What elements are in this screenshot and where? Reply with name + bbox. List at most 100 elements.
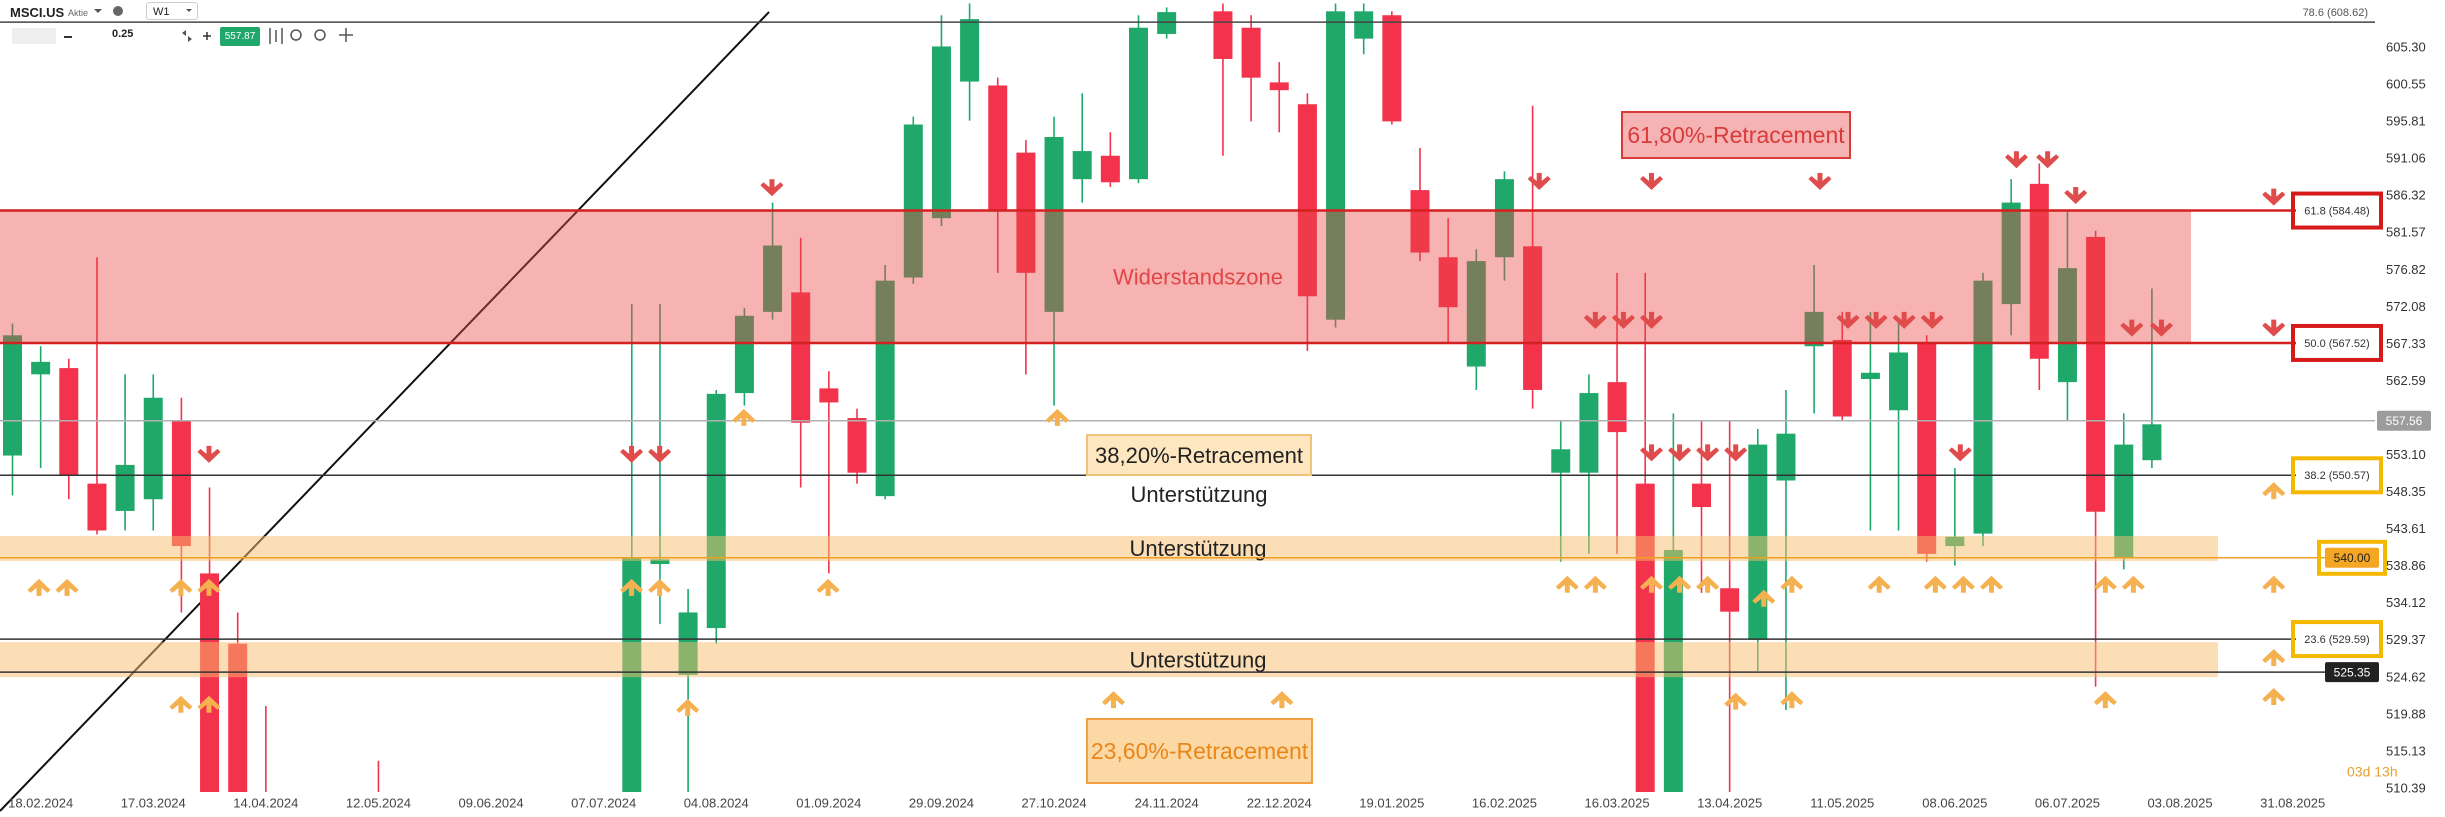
down-arrow — [1668, 444, 1692, 462]
candle-body — [1832, 339, 1852, 417]
candle-body — [2029, 183, 2049, 359]
candle-body — [2142, 424, 2162, 461]
candle-body — [1579, 393, 1599, 473]
down-arrow — [1836, 311, 1860, 329]
level-label: 78.6 (608.62) — [2303, 7, 2368, 19]
candle-body — [1804, 311, 1824, 347]
candle-body — [171, 421, 191, 547]
candle-body — [1776, 433, 1796, 481]
annotation-text: 61,80%-Retracement — [1627, 122, 1845, 148]
candle-body — [763, 245, 783, 312]
y-tick-label: 543.61 — [2386, 521, 2426, 536]
up-arrow — [2093, 691, 2117, 709]
down-arrow — [620, 445, 644, 463]
down-arrow — [1583, 311, 1607, 329]
level-label-bg — [2296, 628, 2378, 651]
up-arrow — [816, 578, 840, 596]
candle-body — [1129, 27, 1148, 180]
x-tick-label: 04.08.2024 — [684, 795, 749, 810]
candle-body — [1157, 12, 1177, 34]
down-arrow — [1808, 173, 1832, 191]
down-arrow — [1948, 444, 1972, 462]
down-arrow — [2262, 319, 2286, 337]
down-arrow — [2004, 151, 2028, 169]
annotation-text: 23,60%-Retracement — [1091, 738, 1309, 764]
candle-body — [819, 388, 839, 403]
candle-body — [734, 315, 754, 394]
candle-body — [1551, 449, 1571, 473]
level-badge — [2325, 662, 2379, 683]
candle-body — [1494, 179, 1514, 258]
candle-body — [228, 643, 248, 792]
down-arrow — [760, 179, 784, 197]
level-box — [2291, 456, 2383, 495]
symbol[interactable]: MSCI.US — [10, 5, 65, 20]
up-arrow — [1045, 408, 1069, 426]
price-badge: 557.87 — [220, 27, 260, 46]
y-tick-label: 510.39 — [2386, 780, 2426, 795]
x-tick-label: 17.03.2024 — [121, 795, 186, 810]
candle-body — [1860, 372, 1880, 380]
level-badge — [2377, 410, 2431, 431]
candle-body — [1241, 27, 1261, 78]
down-arrow — [1724, 444, 1748, 462]
trend-line — [0, 11, 770, 812]
x-tick-label: 06.07.2025 — [2035, 795, 2100, 810]
up-arrow — [1640, 575, 1664, 593]
up-arrow — [2262, 687, 2286, 705]
up-arrow — [732, 408, 756, 426]
input-box[interactable] — [12, 28, 56, 44]
up-arrow — [1555, 575, 1579, 593]
up-arrow — [1668, 575, 1692, 593]
up-arrow — [2262, 575, 2286, 593]
asset-type: Aktie — [68, 8, 89, 18]
up-arrow — [197, 695, 221, 713]
y-tick-label: 600.55 — [2386, 77, 2426, 92]
level-label-bg — [2296, 464, 2378, 487]
up-arrow — [648, 578, 672, 596]
level-label: 61.8 (584.48) — [2304, 205, 2369, 217]
up-arrow — [620, 578, 644, 596]
candle-body — [931, 46, 951, 219]
down-arrow — [1640, 444, 1664, 462]
down-arrow — [1892, 311, 1916, 329]
down-arrow — [2262, 188, 2286, 206]
candle-body — [1297, 104, 1317, 297]
zone — [0, 642, 2218, 678]
candle-body — [1016, 152, 1036, 273]
overlay: 605.30 600.55 595.81 591.06 586.32 581.57 576.… — [0, 7, 2431, 810]
candle-body — [847, 418, 867, 473]
up-arrow — [1270, 691, 1294, 709]
candle-body — [115, 464, 135, 511]
level-label: 50.0 (567.52) — [2304, 338, 2369, 350]
up-arrow — [1724, 692, 1748, 710]
annotation-box — [1086, 718, 1313, 784]
step-size[interactable]: 0.25 — [112, 28, 134, 40]
up-arrow — [169, 695, 193, 713]
level-label: 23.6 (529.59) — [2304, 634, 2369, 646]
candle-body — [1720, 588, 1740, 612]
down-arrow — [2064, 187, 2088, 205]
minus-button[interactable] — [64, 36, 72, 38]
timeframe[interactable]: W1 — [146, 2, 198, 20]
down-arrow — [2120, 319, 2144, 337]
up-arrow — [1752, 589, 1776, 607]
up-arrow — [1583, 575, 1607, 593]
x-tick-label: 31.08.2025 — [2260, 795, 2325, 810]
y-tick-label: 576.82 — [2386, 262, 2426, 277]
candle-body — [87, 483, 107, 531]
y-tick-label: 553.10 — [2386, 447, 2426, 462]
y-tick-label: 515.13 — [2386, 743, 2426, 758]
candle-body — [706, 393, 726, 629]
down-arrow — [1696, 444, 1720, 462]
countdown: 03d 13h — [2347, 764, 2398, 780]
up-arrow — [197, 578, 221, 596]
level-label-bg — [2296, 199, 2378, 222]
down-arrow — [1527, 173, 1551, 191]
x-tick-label: 08.06.2025 — [1922, 795, 1987, 810]
up-arrow — [2262, 648, 2286, 666]
candle-body — [2114, 444, 2134, 558]
candle-body — [1466, 261, 1486, 367]
